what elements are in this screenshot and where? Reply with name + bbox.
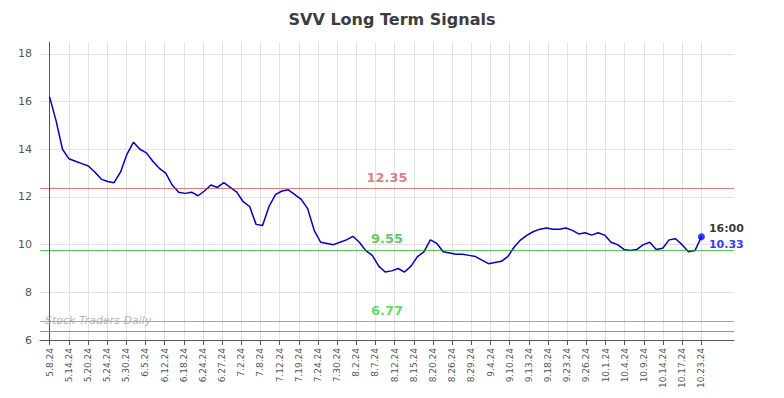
svg-text:16: 16 — [18, 95, 32, 108]
svg-text:6: 6 — [25, 334, 32, 347]
svg-text:5.24.24: 5.24.24 — [102, 348, 112, 383]
svg-text:7.24.24: 7.24.24 — [313, 348, 323, 383]
svg-text:8: 8 — [25, 286, 32, 299]
svg-text:16:00: 16:00 — [709, 222, 744, 235]
svg-text:8.29.24: 8.29.24 — [466, 348, 476, 383]
svg-text:5.8.24: 5.8.24 — [45, 348, 55, 377]
svg-text:6.77: 6.77 — [371, 303, 403, 318]
svg-text:8.15.24: 8.15.24 — [409, 348, 419, 383]
svg-text:9.10.24: 9.10.24 — [505, 348, 515, 383]
svg-text:5.30.24: 5.30.24 — [121, 348, 131, 383]
svg-text:8.7.24: 8.7.24 — [370, 348, 380, 377]
svg-text:12.35: 12.35 — [366, 170, 407, 185]
svg-text:8.12.24: 8.12.24 — [390, 348, 400, 383]
svg-text:10.17.24: 10.17.24 — [677, 348, 687, 388]
svg-text:6.5.24: 6.5.24 — [140, 348, 150, 377]
svg-text:6.12.24: 6.12.24 — [160, 348, 170, 383]
svg-text:9.18.24: 9.18.24 — [543, 348, 553, 383]
svg-text:9.4.24: 9.4.24 — [486, 348, 496, 377]
svg-text:6.24.24: 6.24.24 — [198, 348, 208, 383]
svg-text:6.18.24: 6.18.24 — [179, 348, 189, 383]
svg-text:10.33: 10.33 — [709, 238, 744, 251]
svg-text:9.55: 9.55 — [371, 231, 403, 246]
svg-text:10.14.24: 10.14.24 — [658, 348, 668, 388]
svg-text:5.20.24: 5.20.24 — [83, 348, 93, 383]
svg-text:8.20.24: 8.20.24 — [428, 348, 438, 383]
svg-text:7.19.24: 7.19.24 — [294, 348, 304, 383]
svg-text:SVV Long Term Signals: SVV Long Term Signals — [289, 10, 496, 29]
svg-text:10.4.24: 10.4.24 — [620, 348, 630, 383]
svg-text:9.13.24: 9.13.24 — [524, 348, 534, 383]
svg-text:9.26.24: 9.26.24 — [581, 348, 591, 383]
svg-text:10: 10 — [18, 238, 32, 251]
svg-text:8.26.24: 8.26.24 — [447, 348, 457, 383]
svg-text:7.2.24: 7.2.24 — [236, 348, 246, 377]
svg-text:10.9.24: 10.9.24 — [639, 348, 649, 383]
svg-text:8.2.24: 8.2.24 — [351, 348, 361, 377]
svg-text:10.23.24: 10.23.24 — [696, 348, 706, 388]
svg-text:Stock Traders Daily: Stock Traders Daily — [45, 314, 152, 327]
svg-text:14: 14 — [18, 143, 32, 156]
svg-text:5.14.24: 5.14.24 — [64, 348, 74, 383]
svg-text:7.12.24: 7.12.24 — [275, 348, 285, 383]
svg-text:6.27.24: 6.27.24 — [217, 348, 227, 383]
svg-text:12: 12 — [18, 190, 32, 203]
svg-text:10.1.24: 10.1.24 — [601, 348, 611, 383]
svg-text:18: 18 — [18, 47, 32, 60]
svg-text:7.30.24: 7.30.24 — [332, 348, 342, 383]
svg-text:7.8.24: 7.8.24 — [255, 348, 265, 377]
svg-text:9.23.24: 9.23.24 — [562, 348, 572, 383]
